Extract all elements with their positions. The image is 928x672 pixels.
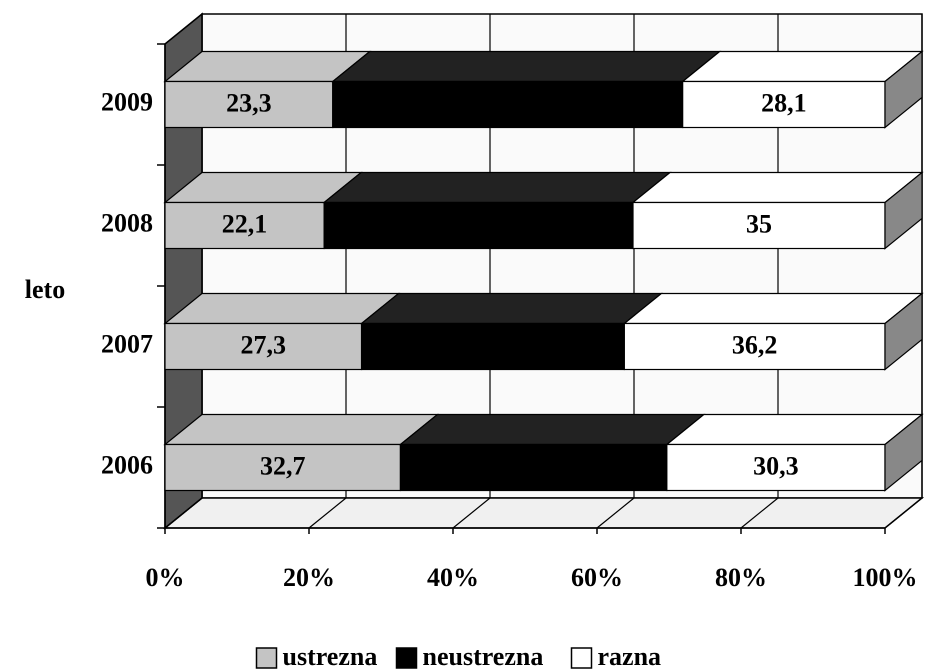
y-tick-label: 2006 (101, 450, 153, 479)
data-label: 22,1 (222, 209, 268, 238)
x-tick-label: 20% (283, 563, 335, 592)
data-label: 28,1 (761, 88, 807, 117)
bar (164, 201, 325, 250)
bar-top (631, 171, 924, 204)
bar-top (359, 292, 664, 325)
x-tick-label: 100% (853, 563, 918, 592)
legend-swatch (255, 647, 278, 669)
x-tick-label: 80% (715, 563, 767, 592)
data-label: 32,7 (260, 451, 306, 480)
bar (164, 443, 402, 492)
legend-label: razna (598, 642, 662, 671)
floor (162, 497, 925, 529)
bar-top (622, 292, 924, 325)
y-tick-label: 2007 (101, 329, 153, 358)
grid-line (740, 497, 779, 529)
bar (632, 201, 886, 250)
bar (164, 322, 363, 371)
bar (360, 322, 625, 371)
bar (399, 443, 668, 492)
bar-top (331, 50, 722, 83)
legend-swatch (570, 647, 593, 669)
bar-top (398, 413, 706, 446)
bar-top (163, 292, 401, 325)
grid-line (884, 497, 923, 529)
grid-line (596, 497, 635, 529)
grid-line (452, 497, 491, 529)
bar-side (884, 50, 923, 129)
legend-swatch (395, 647, 418, 669)
data-label: 27,3 (241, 330, 287, 359)
bar (666, 443, 886, 492)
bar (323, 201, 634, 250)
x-tick-label: 40% (427, 563, 479, 592)
bar-top (163, 413, 440, 446)
y-tick-label: 2008 (101, 208, 153, 237)
data-label: 30,3 (753, 451, 799, 480)
data-label: 35 (746, 209, 772, 238)
bar-side (884, 413, 923, 492)
data-label: 23,3 (226, 88, 272, 117)
x-tick-label: 0% (146, 563, 185, 592)
bar (682, 80, 886, 129)
y-axis-label: leto (25, 275, 65, 304)
bar (164, 80, 334, 129)
bar (623, 322, 886, 371)
bar-top (322, 171, 672, 204)
grid-line (164, 497, 203, 529)
data-label: 36,2 (732, 330, 778, 359)
bar-top (665, 413, 924, 446)
y-tick-label: 2009 (101, 87, 153, 116)
grid-line (308, 497, 347, 529)
legend-label: ustrezna (283, 642, 378, 671)
x-tick-label: 60% (571, 563, 623, 592)
bar-side (884, 292, 923, 371)
legend-label: neustrezna (423, 642, 544, 671)
bar (332, 80, 684, 129)
bar-side (884, 171, 923, 250)
bar-top (680, 50, 924, 83)
